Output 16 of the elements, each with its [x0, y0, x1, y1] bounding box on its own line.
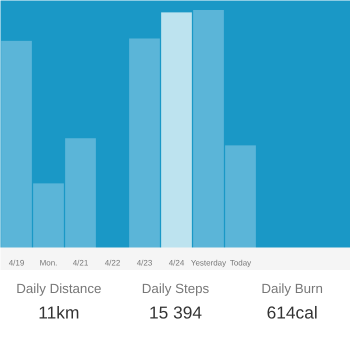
x-tick-label: Mon. [40, 258, 58, 268]
bar [161, 12, 192, 248]
text: Daily Steps [142, 281, 210, 296]
x-tick-label: 4/19 [8, 258, 25, 268]
text: Daily Burn [261, 281, 323, 296]
x-tick-label: Yesterday [190, 258, 226, 268]
x-tick-label: 4/22 [104, 258, 121, 268]
text: 11km [38, 302, 80, 322]
x-tick-label: Today [230, 258, 252, 268]
text: Daily Distance [16, 281, 102, 296]
x-tick-label: 4/23 [136, 258, 153, 268]
x-tick-label: 4/21 [72, 258, 89, 268]
bar [129, 38, 160, 248]
text: 15 394 [149, 302, 202, 322]
x-tick-label: 4/24 [168, 258, 185, 268]
text: 614cal [266, 302, 318, 322]
